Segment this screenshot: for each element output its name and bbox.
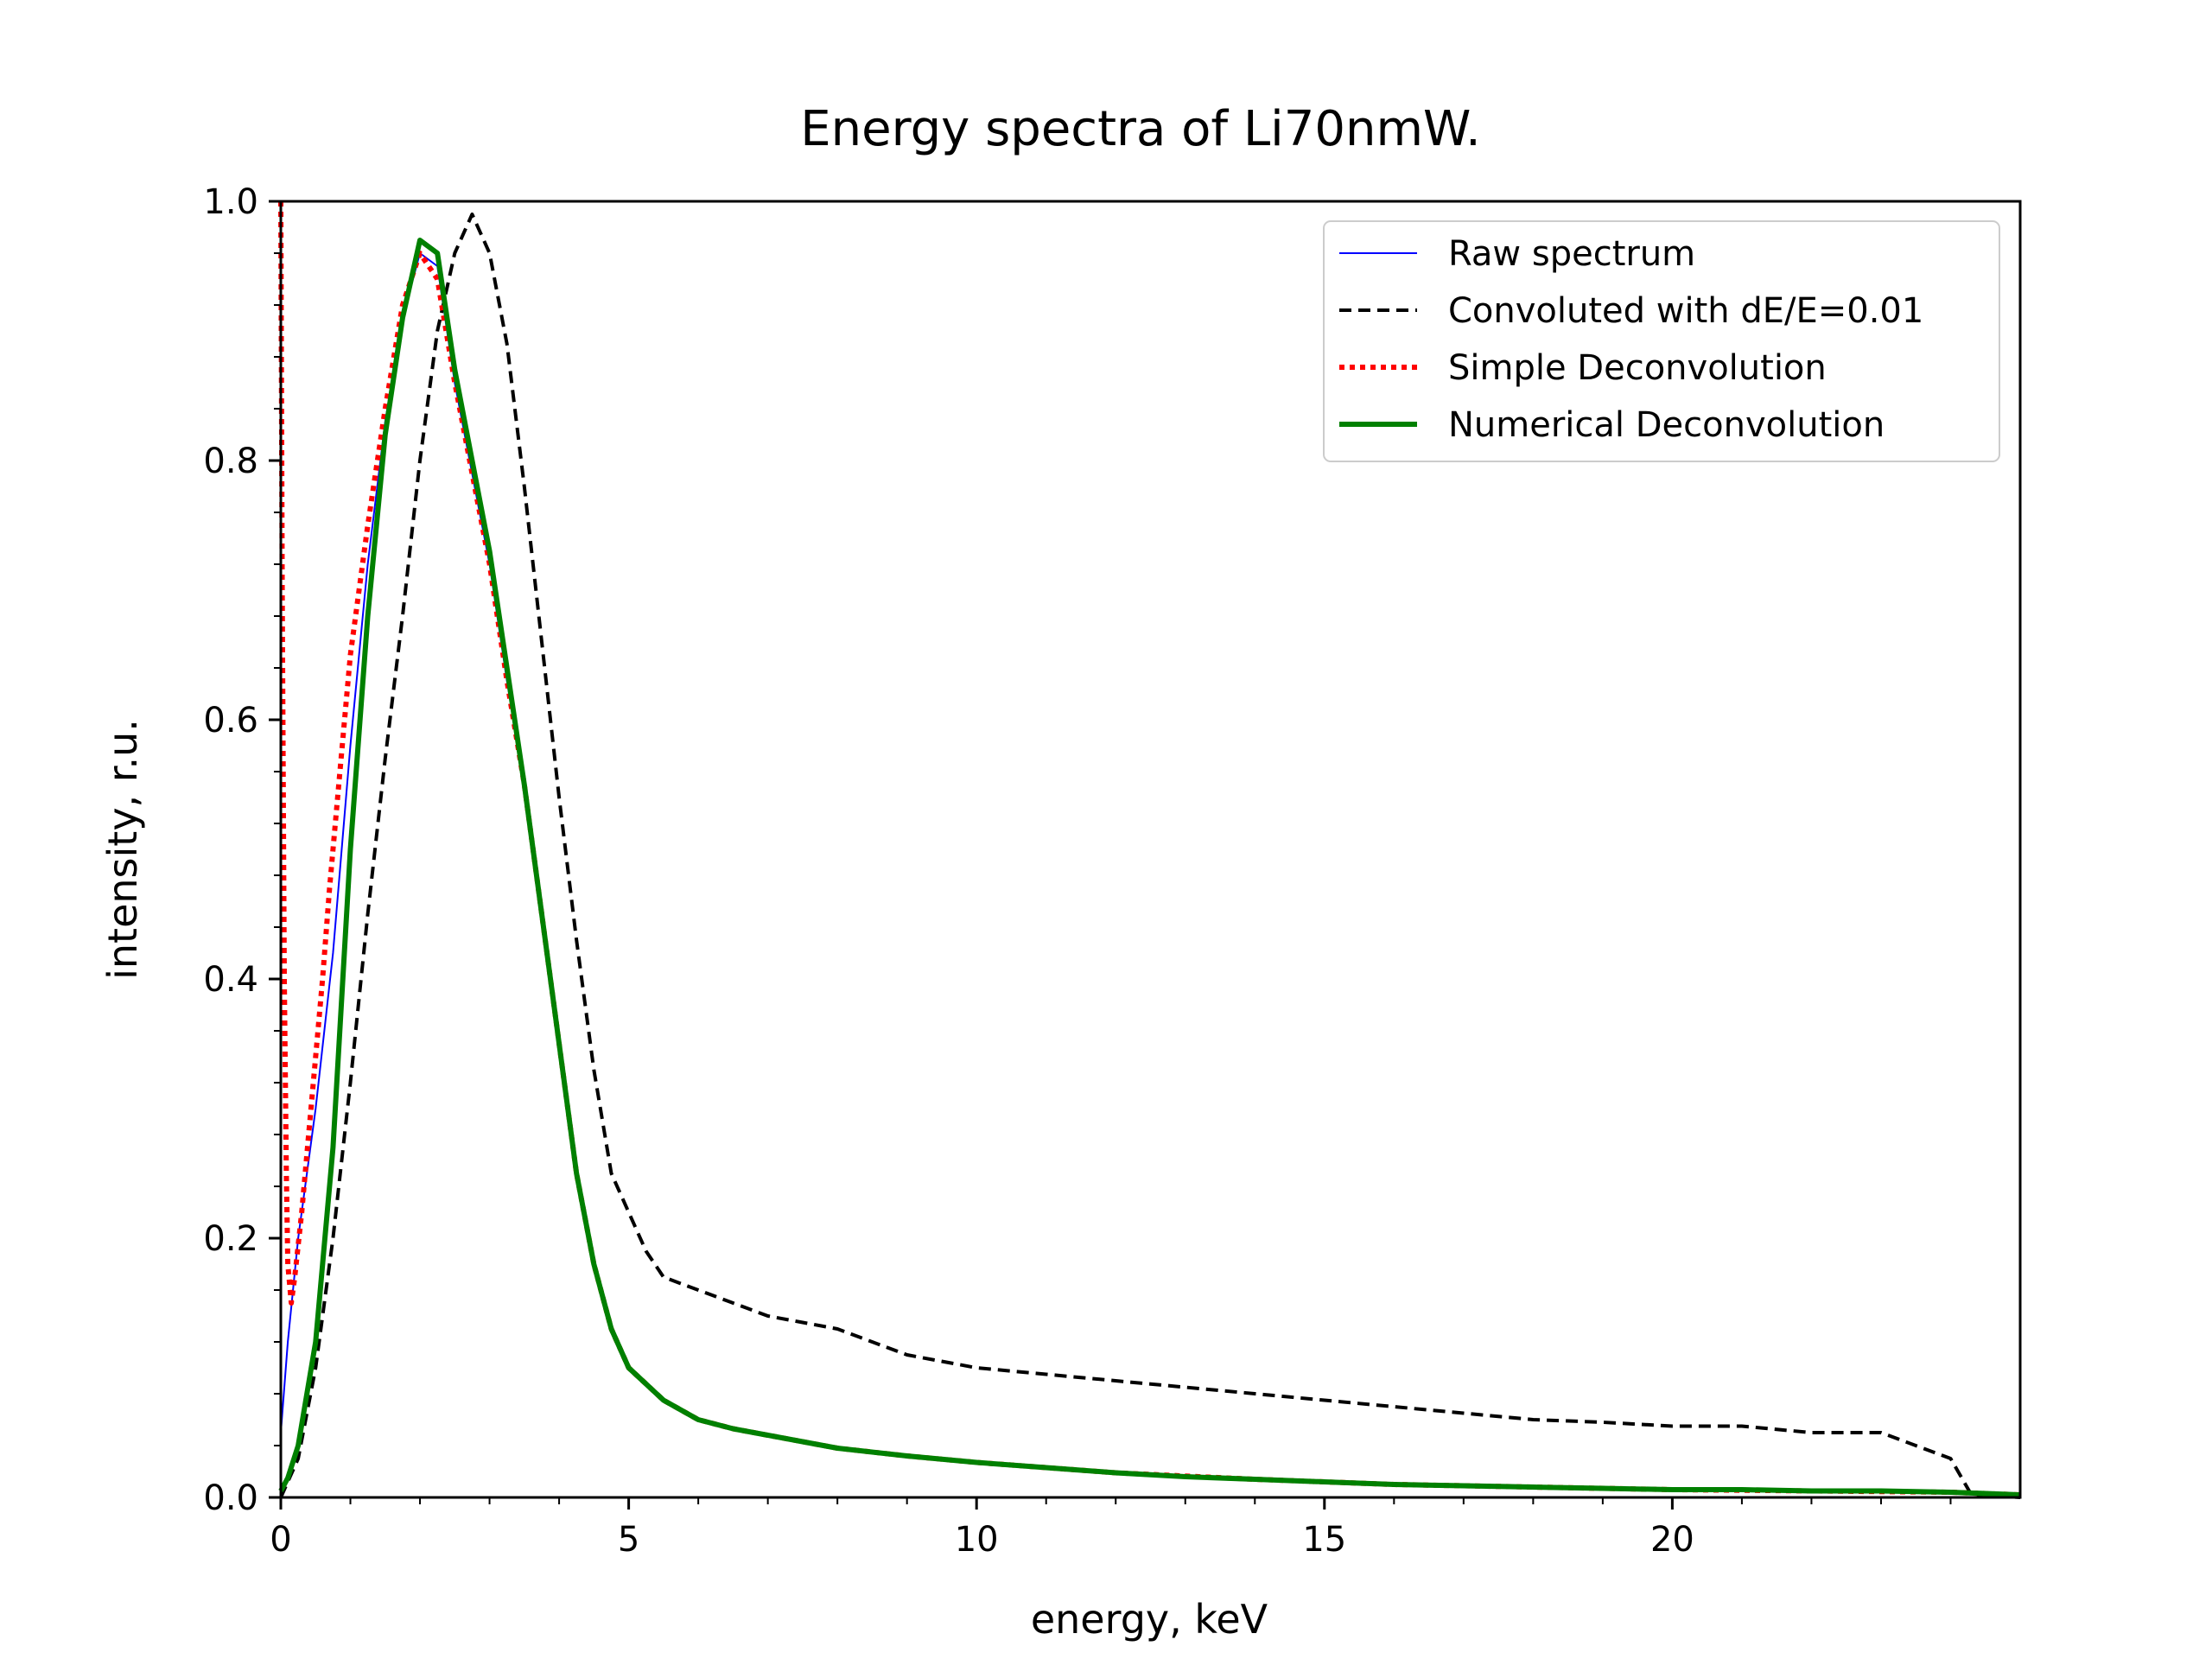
legend-label-2: Convoluted with dE/E=0.01 [1448, 291, 1923, 331]
x-axis-label: energy, keV [1031, 1596, 1268, 1643]
y-tick-label: 0.4 [203, 960, 258, 1000]
y-tick-label: 0.0 [203, 1478, 258, 1518]
series-line-4 [278, 238, 2021, 1497]
axes-frame [279, 200, 2022, 1499]
series-line-2 [279, 213, 2021, 1499]
legend-box [1323, 220, 2000, 462]
x-tick-label: 10 [955, 1520, 999, 1560]
y-axis-label: intensity, r.u. [99, 719, 146, 980]
plot-area [278, 200, 2022, 1499]
series-layer [278, 200, 2021, 1499]
legend: Raw spectrum Convoluted with dE/E=0.01 Sim… [1323, 220, 2000, 462]
legend-label-4: Numerical Deconvolution [1448, 405, 1885, 445]
legend-label-3: Simple Deconvolution [1448, 348, 1827, 388]
x-axis: 0 5 10 15 20 [270, 1497, 1952, 1560]
chart-title: Energy spectra of Li70nmW. [800, 101, 1481, 157]
y-axis: 0.0 0.2 0.4 0.6 0.8 1.0 [203, 182, 281, 1518]
legend-label-1: Raw spectrum [1448, 234, 1695, 274]
y-tick-label: 1.0 [203, 182, 258, 222]
x-tick-label: 5 [618, 1520, 639, 1560]
y-tick-label: 0.8 [203, 442, 258, 481]
y-tick-label: 0.2 [203, 1219, 258, 1259]
x-tick-label: 15 [1302, 1520, 1346, 1560]
y-tick-label: 0.6 [203, 701, 258, 741]
x-tick-label: 20 [1650, 1520, 1694, 1560]
x-tick-label: 0 [270, 1520, 291, 1560]
